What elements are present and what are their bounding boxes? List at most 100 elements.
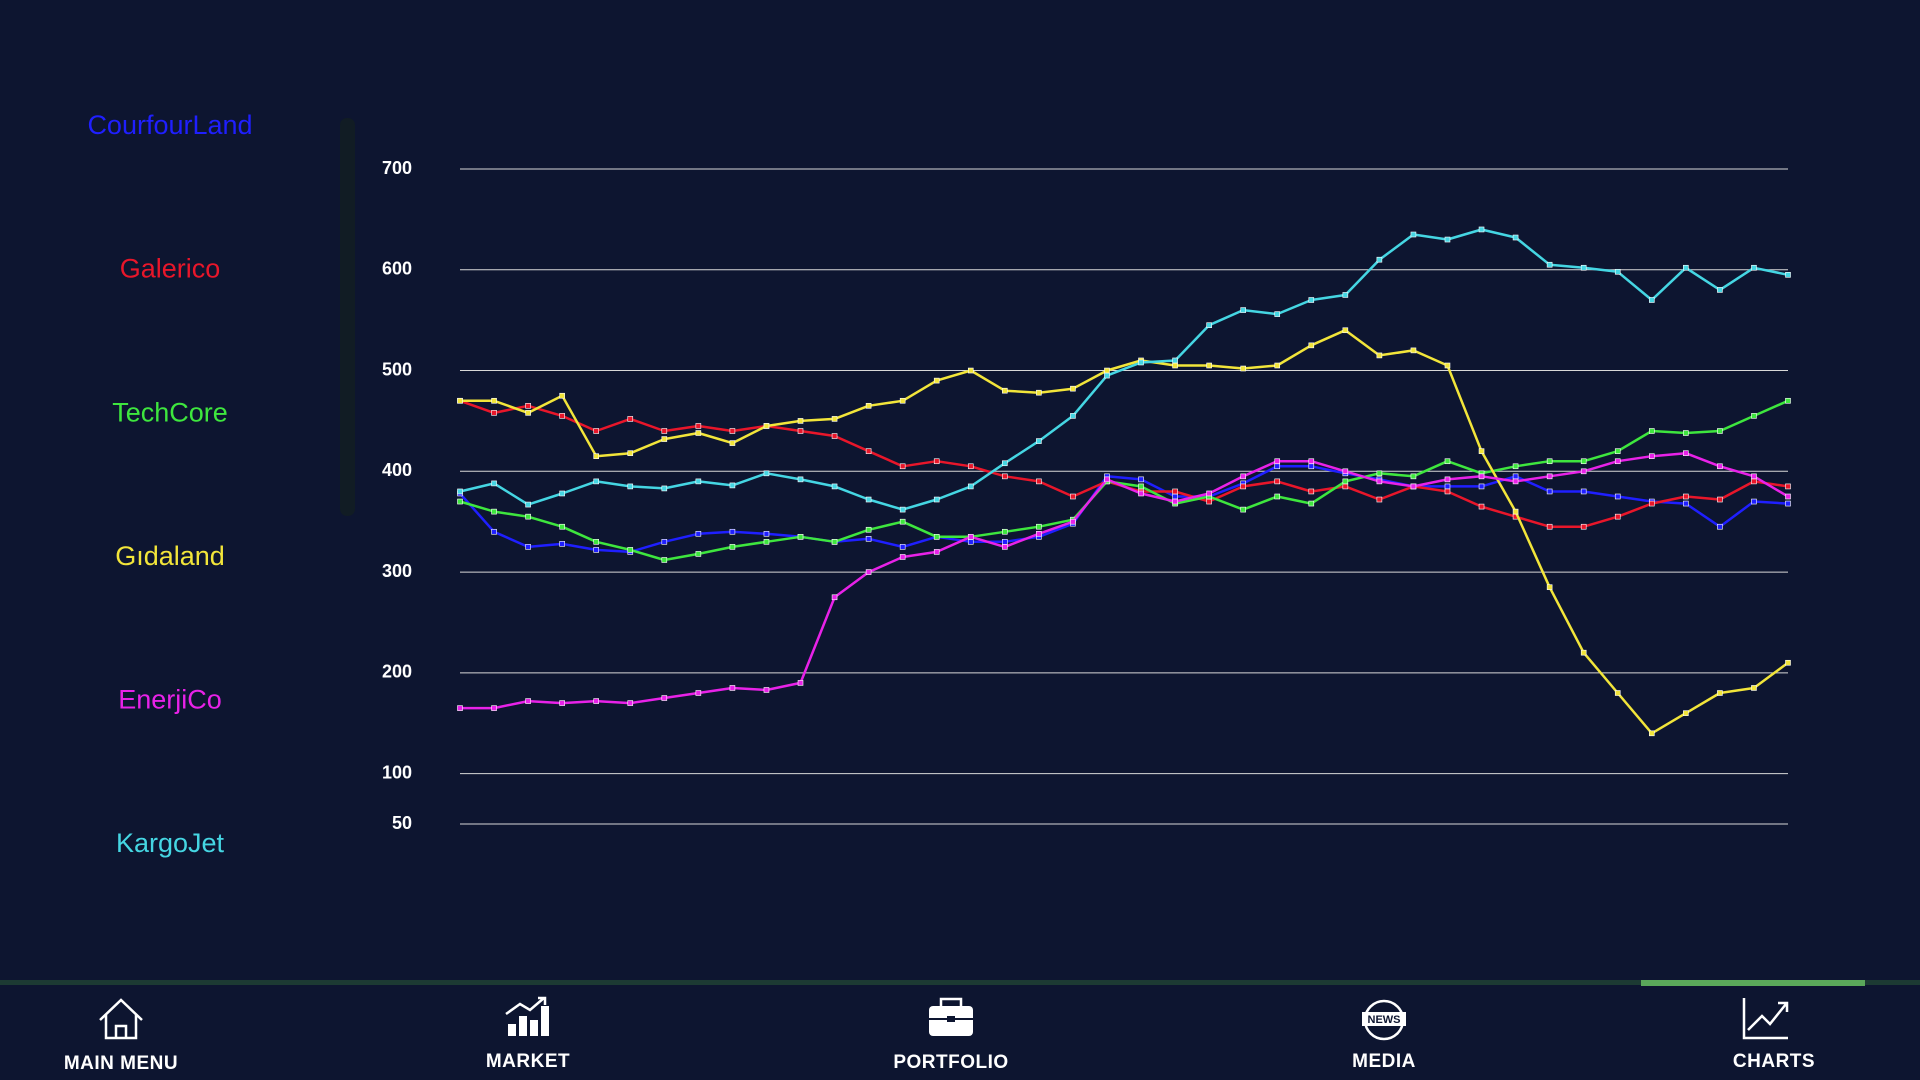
point-marker: [1717, 496, 1723, 503]
point-marker: [899, 397, 906, 404]
point-marker: [763, 530, 770, 537]
legend: CourfourLand Galerico TechCore Gıdaland Ener…: [87, 110, 252, 858]
point-marker: [525, 410, 531, 416]
briefcase-handle: [939, 997, 963, 1006]
point-marker: [865, 403, 872, 409]
point-marker: [559, 413, 565, 419]
series-line: [459, 399, 1789, 562]
briefcase-lock: [947, 1016, 955, 1022]
point-marker: [831, 594, 838, 601]
point-marker: [1070, 413, 1076, 419]
point-marker: [831, 416, 838, 422]
point-marker: [1138, 359, 1144, 366]
point-marker: [1444, 236, 1451, 243]
point-marker: [1376, 470, 1383, 477]
nav-charts[interactable]: CHARTS: [1733, 998, 1815, 1072]
nav-portfolio[interactable]: PORTFOLIO: [893, 997, 1008, 1073]
point-marker: [695, 430, 702, 436]
point-marker: [1002, 528, 1008, 535]
point-marker: [1648, 500, 1655, 507]
y-tick-label: 200: [382, 662, 412, 682]
point-marker: [899, 506, 906, 513]
point-marker: [1546, 473, 1553, 480]
point-marker: [491, 397, 497, 404]
point-marker: [559, 392, 565, 399]
point-marker: [1478, 226, 1485, 233]
point-marker: [1648, 453, 1655, 459]
point-marker: [1751, 478, 1757, 485]
point-marker: [1444, 476, 1451, 483]
point-marker: [1512, 508, 1519, 515]
point-marker: [797, 476, 804, 483]
point-marker: [967, 463, 974, 470]
scrollbar[interactable]: [340, 118, 355, 516]
point-marker: [661, 428, 668, 434]
legend-entry: CourfourLand: [87, 110, 252, 140]
point-marker: [491, 528, 497, 535]
point-marker: [695, 530, 702, 537]
point-marker: [1002, 473, 1008, 480]
point-marker: [1308, 342, 1315, 349]
point-marker: [1240, 506, 1246, 513]
point-marker: [1206, 498, 1212, 505]
point-marker: [1614, 493, 1621, 500]
active-indicator: [1641, 980, 1865, 986]
point-marker: [1274, 362, 1281, 369]
series-line: [459, 228, 1789, 511]
market-arrow: [505, 996, 547, 1016]
point-marker: [695, 478, 702, 485]
point-marker: [1614, 268, 1621, 275]
point-marker: [525, 403, 531, 409]
point-marker: [1410, 483, 1417, 490]
news-band: [1362, 1012, 1406, 1026]
point-marker: [865, 569, 872, 575]
point-marker: [1785, 272, 1791, 278]
point-marker: [1104, 367, 1110, 374]
point-marker: [1683, 264, 1689, 271]
point-marker: [899, 544, 906, 550]
point-marker: [1512, 234, 1519, 241]
point-marker: [1580, 458, 1587, 465]
nav-market[interactable]: MARKET: [486, 996, 570, 1072]
point-marker: [865, 448, 872, 454]
point-marker: [797, 418, 804, 424]
point-marker: [1240, 473, 1246, 480]
point-marker: [1580, 649, 1587, 656]
point-marker: [1002, 387, 1008, 394]
legend-entry: EnerjiCo: [118, 685, 222, 715]
point-marker: [933, 496, 940, 503]
point-marker: [1172, 488, 1178, 495]
point-marker: [1342, 292, 1349, 298]
point-marker: [695, 423, 702, 429]
point-marker: [763, 423, 770, 429]
point-marker: [1308, 463, 1315, 470]
nav-media[interactable]: NEWS MEDIA: [1352, 999, 1416, 1072]
point-marker: [1240, 483, 1246, 490]
point-marker: [1751, 264, 1757, 271]
point-marker: [831, 539, 838, 545]
point-marker: [1683, 500, 1689, 507]
point-marker: [491, 508, 497, 515]
point-marker: [797, 428, 804, 434]
point-marker: [1376, 256, 1383, 263]
point-marker: [1580, 523, 1587, 530]
point-marker: [763, 470, 770, 477]
series-line: [459, 399, 1789, 528]
home-icon: [99, 998, 143, 1040]
point-marker: [1546, 458, 1553, 465]
point-marker: [933, 377, 940, 384]
point-marker: [1036, 438, 1042, 444]
point-marker: [1342, 483, 1349, 490]
legend-entry: KargoJet: [116, 828, 225, 858]
point-marker: [1036, 478, 1042, 485]
nav-main-menu[interactable]: MAIN MENU: [64, 998, 178, 1074]
point-marker: [797, 534, 804, 540]
y-tick-label: 300: [382, 561, 412, 581]
point-marker: [967, 534, 974, 540]
point-marker: [1274, 311, 1281, 317]
point-marker: [1036, 389, 1042, 396]
point-marker: [593, 547, 600, 553]
point-marker: [1648, 730, 1655, 737]
point-marker: [1342, 327, 1349, 334]
